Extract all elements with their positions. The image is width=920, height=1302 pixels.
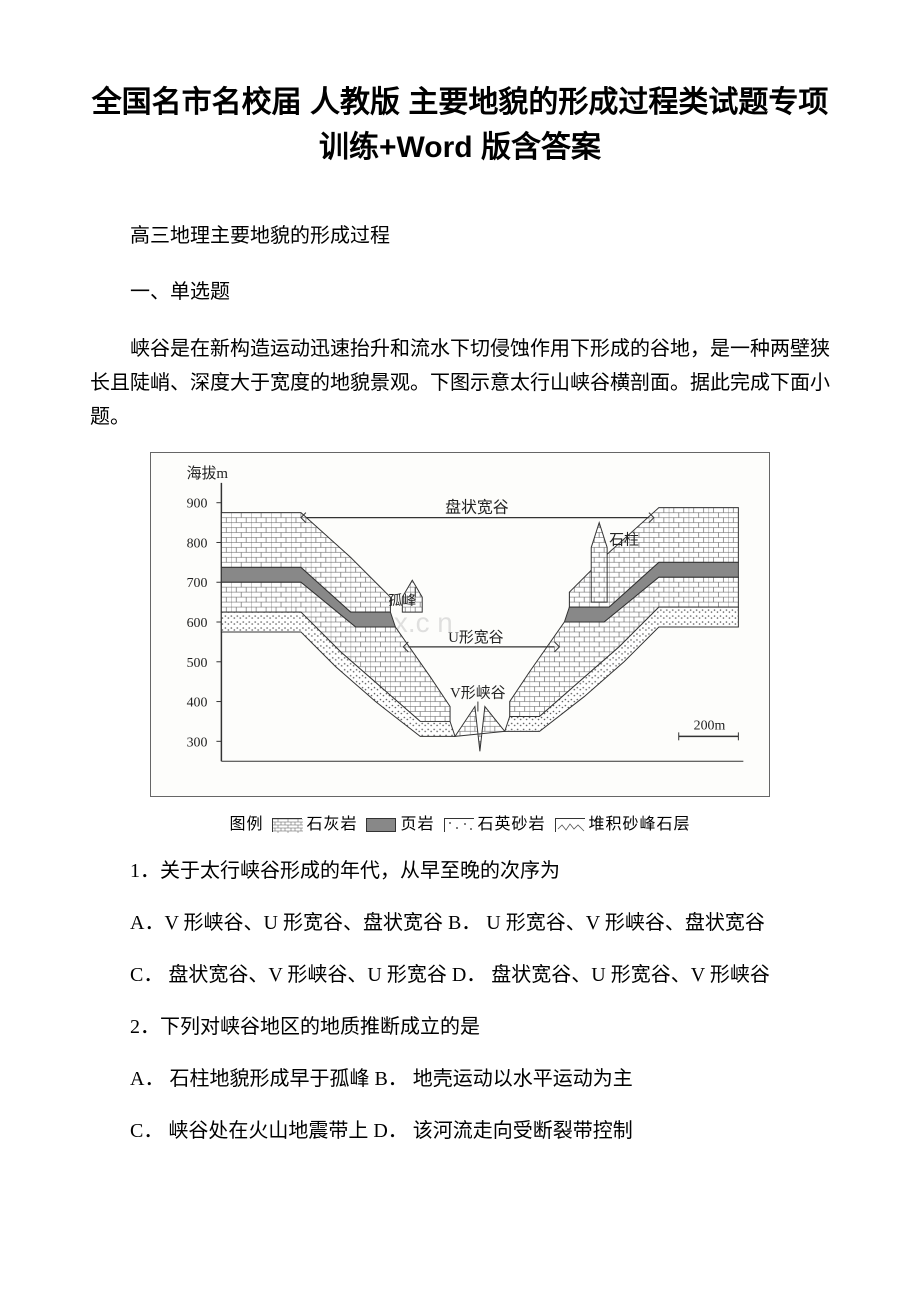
scale-bar: 200m <box>679 718 739 740</box>
document-title: 全国名市名校届 人教版 主要地貌的形成过程类试题专项训练+Word 版含答案 <box>90 80 830 170</box>
figure-legend: 图例 石灰岩 页岩 石英砂岩 堆积砂峰石层 <box>90 810 830 834</box>
q1-stem: 1．关于太行峡谷形成的年代，从早至晚的次序为 <box>90 854 830 888</box>
lone-peak-label: 孤峰 <box>388 593 416 609</box>
valley-cross-section-diagram: 海拔m 900 800 700 600 500 400 300 www docx… <box>150 452 770 797</box>
q2-stem: 2．下列对峡谷地区的地质推断成立的是 <box>90 1010 830 1044</box>
v-gorge-shape <box>455 707 505 752</box>
stone-pillar-label: 石柱 <box>609 531 639 548</box>
svg-text:U形宽谷: U形宽谷 <box>448 629 504 646</box>
section-heading: 一、单选题 <box>90 276 830 308</box>
svg-text:900: 900 <box>187 497 208 512</box>
svg-text:盘状宽谷: 盘状宽谷 <box>445 498 509 517</box>
subtitle: 高三地理主要地貌的形成过程 <box>90 220 830 252</box>
svg-text:700: 700 <box>187 576 208 591</box>
figure-container: 海拔m 900 800 700 600 500 400 300 www docx… <box>90 452 830 834</box>
q1-options-line2: C． 盘状宽谷、V 形峡谷、U 形宽谷 D． 盘状宽谷、U 形宽谷、V 形峡谷 <box>90 958 830 992</box>
legend-item-4: 堆积砂峰石层 <box>589 816 691 833</box>
y-axis-label: 海拔m <box>187 465 229 482</box>
q1-options-line1: A．V 形峡谷、U 形宽谷、盘状宽谷 B． U 形宽谷、V 形峡谷、盘状宽谷 <box>90 906 830 940</box>
intro-paragraph: 峡谷是在新构造运动迅速抬升和流水下切侵蚀作用下形成的谷地，是一种两壁狭长且陡峭、… <box>90 332 830 434</box>
svg-text:200m: 200m <box>694 718 726 733</box>
q2-options-line1: A． 石柱地貌形成早于孤峰 B． 地壳运动以水平运动为主 <box>90 1062 830 1096</box>
svg-text:V形峡谷: V形峡谷 <box>450 685 506 702</box>
svg-text:500: 500 <box>187 656 208 671</box>
svg-text:600: 600 <box>187 616 208 631</box>
legend-item-1: 石灰岩 <box>306 816 357 833</box>
q2-options-line2: C． 峡谷处在火山地震带上 D． 该河流走向受断裂带控制 <box>90 1114 830 1148</box>
v-valley-annotation: V形峡谷 <box>450 685 506 712</box>
y-ticks: 900 800 700 600 500 400 300 <box>187 497 222 751</box>
legend-item-3: 石英砂岩 <box>478 816 546 833</box>
svg-text:300: 300 <box>187 735 208 750</box>
stone-pillar-shape <box>591 523 607 603</box>
svg-text:800: 800 <box>187 536 208 551</box>
svg-text:400: 400 <box>187 696 208 711</box>
legend-item-2: 页岩 <box>400 816 434 833</box>
legend-title: 图例 <box>229 816 263 833</box>
pan-valley-annotation: 盘状宽谷 <box>301 498 654 523</box>
